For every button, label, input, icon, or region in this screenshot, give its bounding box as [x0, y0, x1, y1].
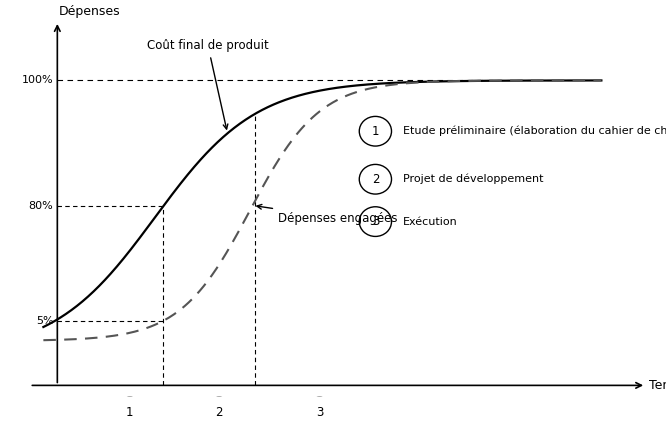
Text: Dépenses: Dépenses [59, 5, 121, 18]
Text: 1: 1 [372, 125, 379, 138]
Text: 100%: 100% [22, 76, 53, 85]
Text: Coût final de produit: Coût final de produit [147, 39, 269, 129]
Text: 3: 3 [372, 215, 379, 228]
Text: 80%: 80% [29, 201, 53, 211]
Text: 1: 1 [126, 406, 134, 419]
Text: 5%: 5% [36, 316, 53, 326]
Text: 2: 2 [372, 173, 379, 186]
Text: Exécution: Exécution [404, 216, 458, 227]
Text: 2: 2 [215, 406, 223, 419]
Text: 3: 3 [316, 406, 323, 419]
Text: Etude préliminaire (élaboration du cahier de charg: Etude préliminaire (élaboration du cahie… [404, 126, 666, 136]
Text: Temps: Temps [649, 379, 666, 392]
Text: Projet de développement: Projet de développement [404, 174, 544, 184]
Text: Dépenses engagées: Dépenses engagées [257, 204, 397, 225]
